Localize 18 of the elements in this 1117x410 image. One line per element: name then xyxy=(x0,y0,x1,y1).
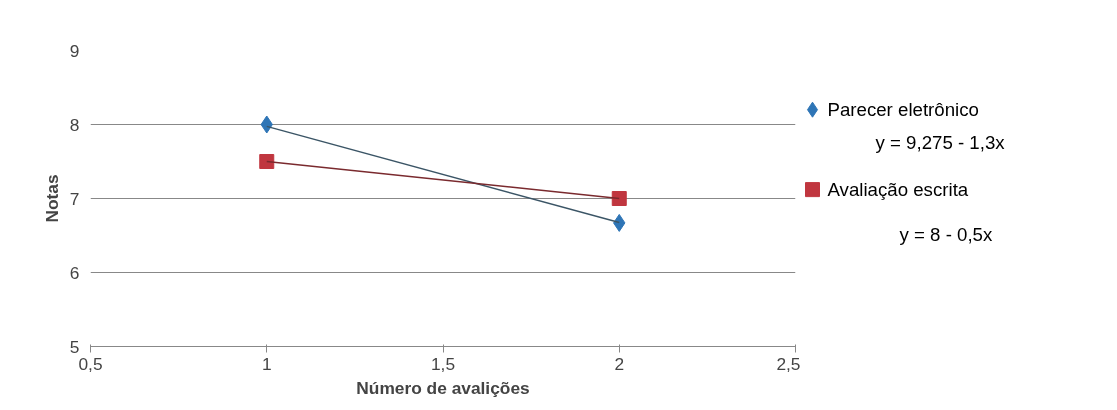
text: y = 9,275 - 1,3x xyxy=(875,131,1006,153)
y-tick-label: 7 xyxy=(69,188,80,209)
text: y = 8 - 0,5x xyxy=(899,223,993,245)
y-axis-title: Notas xyxy=(41,174,62,223)
y-tick-label: 5 xyxy=(69,336,80,357)
x-tick-label: 2,5 xyxy=(776,353,801,374)
x-tick-label: 1,5 xyxy=(430,353,456,374)
x-tick-label: 0,5 xyxy=(78,353,103,374)
y-tick-label: 9 xyxy=(69,40,80,61)
x-axis-title: Número de avalições xyxy=(356,377,530,398)
point xyxy=(611,191,627,206)
x-tick-label: 1 xyxy=(261,353,272,374)
point xyxy=(259,154,275,169)
y-tick-label: 6 xyxy=(69,262,80,283)
legend-label: Parecer eletrônico xyxy=(827,99,979,121)
legend-label: Avaliação escrita xyxy=(827,179,969,201)
y-tick-label: 8 xyxy=(69,114,80,135)
x-tick-label: 2 xyxy=(614,353,625,374)
